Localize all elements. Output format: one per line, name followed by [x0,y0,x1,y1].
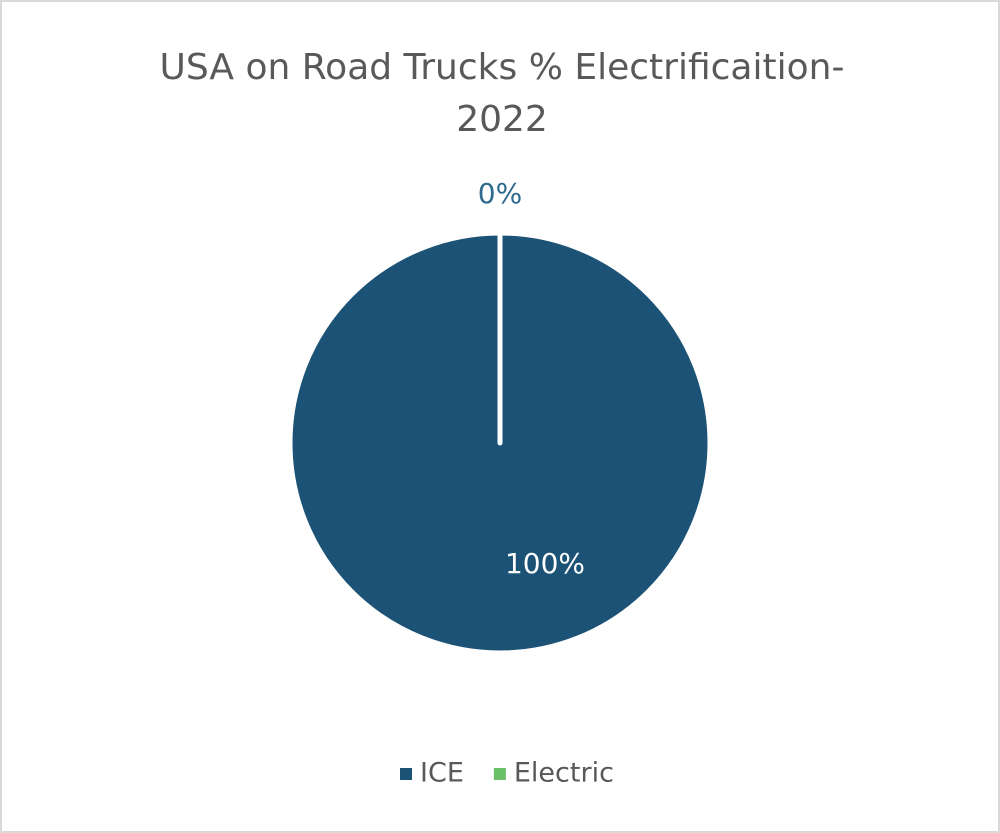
data-label: 100% [505,547,585,580]
data-label: 0% [478,177,522,210]
legend-label: Electric [514,758,614,789]
legend-swatch [493,768,506,780]
legend-label: ICE [420,758,464,789]
chart-title: USA on Road Trucks % Electrificaition-20… [159,47,845,140]
legend-swatch [400,768,412,780]
